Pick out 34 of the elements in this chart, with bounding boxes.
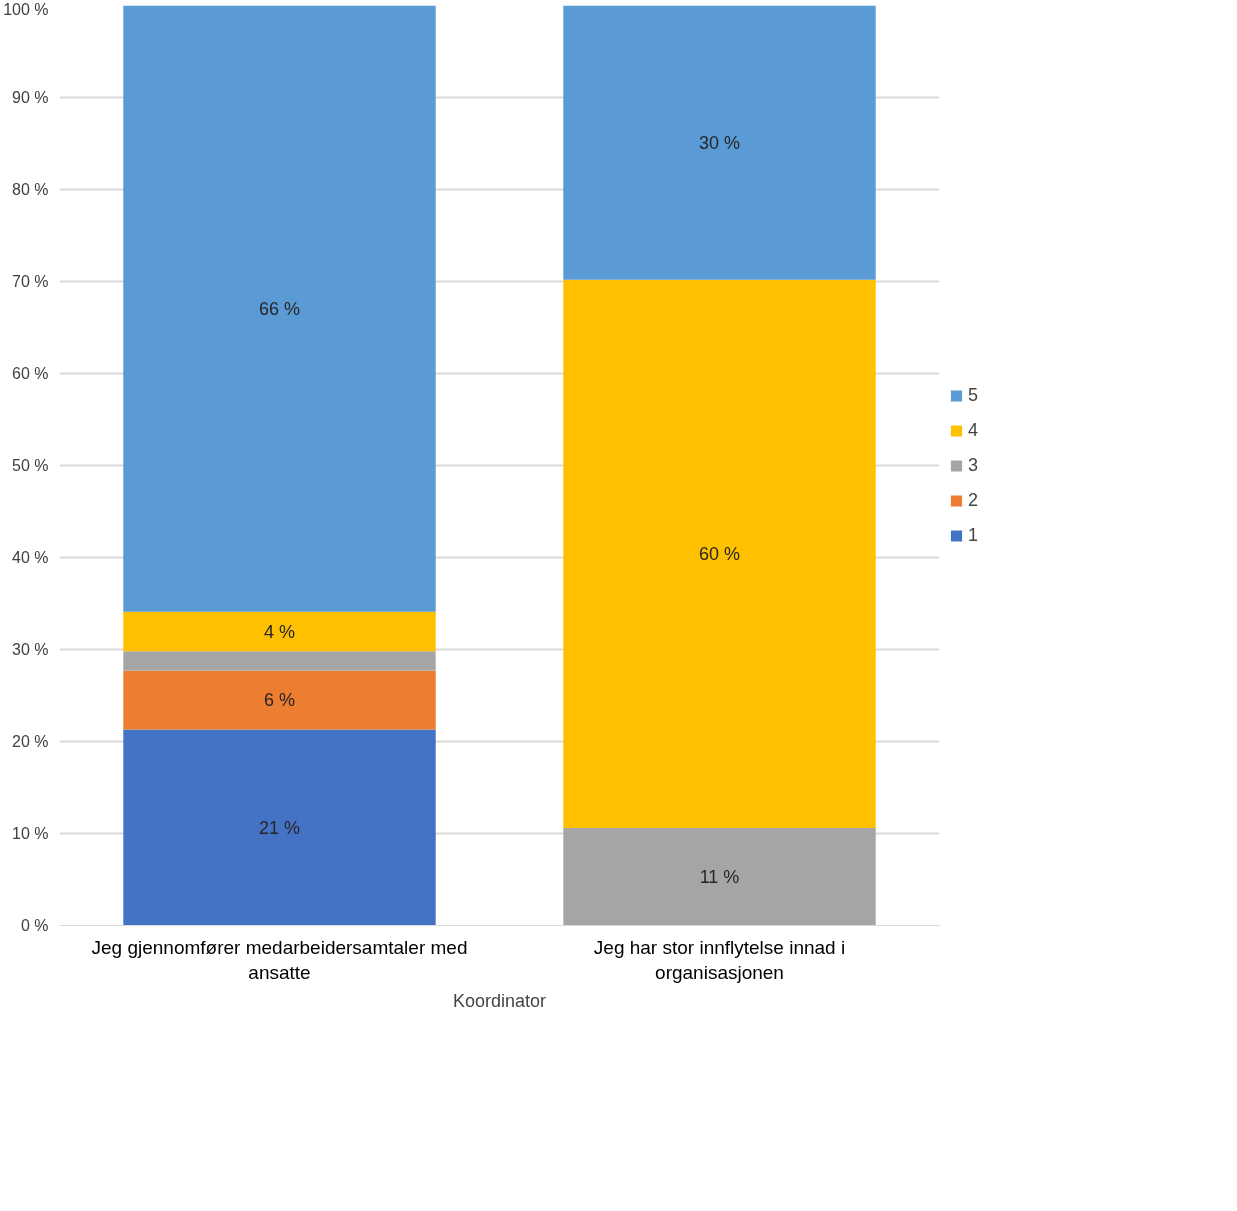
bar bbox=[563, 279, 876, 828]
y-tick-label: 40 % bbox=[12, 549, 49, 566]
data-label: 66 % bbox=[258, 298, 301, 319]
data-label: 30 % bbox=[698, 132, 741, 153]
bar bbox=[123, 670, 436, 730]
y-tick-label: 80 % bbox=[12, 181, 49, 198]
data-label: 21 % bbox=[258, 817, 301, 838]
legend-label: 1 bbox=[968, 524, 979, 546]
y-tick-label: 20 % bbox=[12, 733, 49, 750]
y-tick-label: 90 % bbox=[12, 89, 49, 106]
legend-label: 3 bbox=[968, 454, 979, 476]
y-tick-label: 10 % bbox=[12, 825, 49, 842]
bar bbox=[563, 5, 876, 280]
y-tick-label: 0 % bbox=[20, 917, 49, 934]
x-tick-label: Jeg gjennomfører medarbeidersamtaler med ansatte bbox=[91, 936, 468, 983]
y-tick-label: 30 % bbox=[12, 641, 49, 658]
data-label: 6 % bbox=[263, 690, 296, 711]
y-tick-label: 70 % bbox=[12, 273, 49, 290]
legend-label: 5 bbox=[968, 384, 979, 406]
y-tick-label: 50 % bbox=[12, 457, 49, 474]
y-tick-label: 100 % bbox=[3, 0, 49, 18]
legend-label: 4 bbox=[968, 419, 979, 441]
legend-label: 2 bbox=[968, 489, 979, 511]
y-tick-label: 60 % bbox=[12, 365, 49, 382]
data-label: 11 % bbox=[699, 866, 740, 887]
x-tick-label: Jeg har stor innflytelse innad i organisasjonen bbox=[593, 936, 846, 983]
x-axis-title: Koordinator bbox=[452, 990, 547, 1011]
bar bbox=[123, 729, 436, 926]
bar bbox=[123, 611, 436, 652]
data-label: 4 % bbox=[263, 621, 296, 642]
data-label: 60 % bbox=[698, 543, 741, 564]
bar bbox=[563, 827, 876, 926]
bar bbox=[123, 651, 436, 671]
bar bbox=[123, 5, 436, 612]
